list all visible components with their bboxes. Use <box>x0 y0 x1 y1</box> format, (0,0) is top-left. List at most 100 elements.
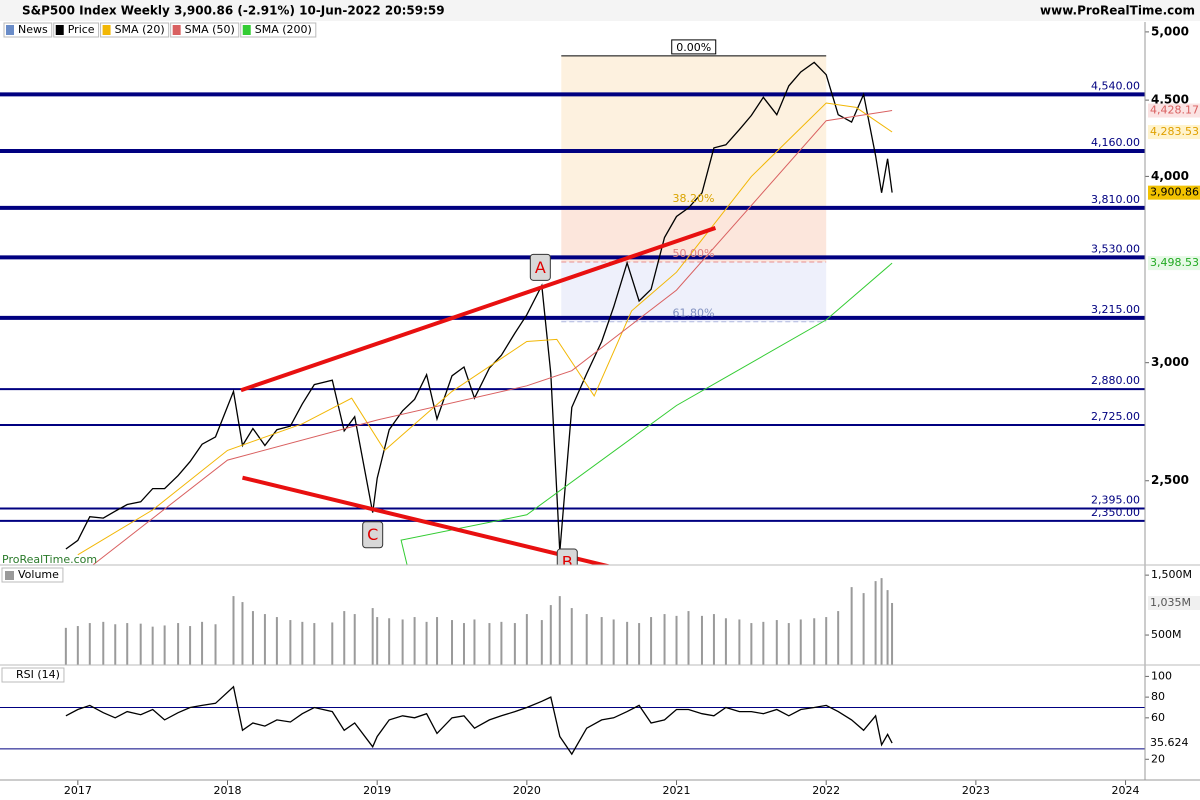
legend-entry[interactable]: SMA (200) <box>255 23 312 36</box>
volume-bar <box>712 614 715 665</box>
volume-bar <box>600 617 603 665</box>
volume-bar <box>436 617 439 665</box>
legend: News Price SMA (20) SMA (50) SMA (200) <box>3 22 317 38</box>
watermark: ProRealTime.com <box>2 553 97 566</box>
volume-bar <box>376 617 379 665</box>
level-label: 3,215.00 <box>1091 303 1140 316</box>
legend-icon <box>172 25 181 35</box>
x-tick-label: 2019 <box>363 784 391 797</box>
panel <box>0 685 1145 756</box>
sma-line <box>92 110 893 565</box>
fib-label: 61.80% <box>673 307 715 320</box>
volume-bar <box>371 608 374 665</box>
point-label-box <box>362 521 384 549</box>
level-label: 4,160.00 <box>1091 136 1140 149</box>
volume-bar <box>775 620 778 665</box>
volume-bar <box>388 618 391 665</box>
x-tick-label: 2018 <box>214 784 242 797</box>
y-tick-label: 500M <box>1151 628 1182 641</box>
volume-bar <box>650 617 653 665</box>
value-tag-label: 4,428.17 <box>1150 104 1199 117</box>
volume-bar <box>549 605 552 665</box>
x-tick-label: 2024 <box>1112 784 1140 797</box>
sma-line <box>400 262 893 565</box>
volume-bar <box>473 619 476 665</box>
volume-bar <box>451 620 454 665</box>
legend-box <box>100 22 170 38</box>
volume-bar <box>301 621 304 665</box>
point-label: B <box>562 553 573 572</box>
point-label: C <box>367 525 378 544</box>
x-tick-label: 2022 <box>812 784 840 797</box>
volume-bar <box>762 621 765 665</box>
volume-bar <box>886 590 889 665</box>
volume-bar <box>891 602 894 665</box>
volume-bar <box>638 623 641 665</box>
fib-label-box <box>671 39 717 55</box>
y-tick-label: 20 <box>1151 752 1165 765</box>
value-tag-label: 4,283.53 <box>1150 125 1199 138</box>
value-tag-label: 1,035M <box>1150 596 1191 609</box>
volume-bar <box>570 608 573 665</box>
y-tick-label: 80 <box>1151 690 1165 703</box>
x-tick-label: 2017 <box>64 784 92 797</box>
y-tick-label: 2,500 <box>1151 473 1189 487</box>
volume-bar <box>275 617 278 665</box>
legend-entry[interactable]: Price <box>68 23 95 36</box>
volume-bar <box>626 621 629 665</box>
volume-bar <box>813 618 816 665</box>
volume-bar <box>241 602 244 665</box>
fib-label: 38.20% <box>673 192 715 205</box>
legend-icon <box>55 25 64 35</box>
value-tag <box>1148 736 1200 751</box>
value-tag <box>1148 103 1200 118</box>
fib-zone <box>561 55 827 208</box>
legend-entry[interactable]: SMA (50) <box>185 23 235 36</box>
site[interactable]: www.ProRealTime.com <box>1040 4 1195 18</box>
volume-bar <box>289 620 292 665</box>
volume-bar <box>799 619 802 665</box>
y-tick-label: 4,500 <box>1151 93 1189 107</box>
value-tag <box>1148 256 1200 271</box>
level-label: 2,350.00 <box>1091 506 1140 519</box>
legend-entry[interactable]: News <box>18 23 48 36</box>
volume-bar <box>488 623 491 665</box>
legend-icon <box>242 25 251 35</box>
volume-bar <box>64 627 67 665</box>
y-tick-label: 60 <box>1151 711 1165 724</box>
volume-bar <box>353 614 356 665</box>
x-tick-label: 2021 <box>663 784 691 797</box>
legend-entry[interactable]: SMA (20) <box>115 23 165 36</box>
rsi-line <box>65 685 893 756</box>
volume-bar <box>850 587 853 665</box>
point-label-box <box>556 548 578 565</box>
volume-bar <box>862 593 865 665</box>
volume-bar <box>663 614 666 665</box>
volume-bar <box>139 623 142 665</box>
volume-bar <box>251 611 254 665</box>
volume-bar <box>343 611 346 665</box>
volume-bar <box>837 611 840 665</box>
volume-bar <box>232 596 235 665</box>
level-label: 3,810.00 <box>1091 193 1140 206</box>
volume-bar <box>401 619 404 665</box>
volume-bar <box>787 623 790 665</box>
volume-bar <box>331 622 334 665</box>
plot-layer: A B C 0.00% 38.20% 50.00% 61.80% 4,540.00 4,160.… <box>0 24 1200 797</box>
trendline <box>240 226 717 393</box>
volume-bar <box>675 615 678 665</box>
y-tick-label: 1,500M <box>1151 568 1192 581</box>
y-tick-label: 4,000 <box>1151 169 1189 183</box>
volume-bar <box>163 625 166 665</box>
value-tag <box>1148 185 1200 200</box>
volume-bar <box>880 578 883 665</box>
panel-label-box <box>1 667 65 683</box>
chart-title: S&P500 Index Weekly 3,900.86 (-2.91%) 10… <box>22 4 445 18</box>
x-tick-label: 2020 <box>513 784 541 797</box>
volume-bar <box>214 624 217 665</box>
volume-bar <box>700 615 703 665</box>
volume-bar <box>525 614 528 665</box>
volume-bar <box>558 596 561 665</box>
volume-bar <box>102 621 105 665</box>
panel: A B C <box>0 55 1145 572</box>
